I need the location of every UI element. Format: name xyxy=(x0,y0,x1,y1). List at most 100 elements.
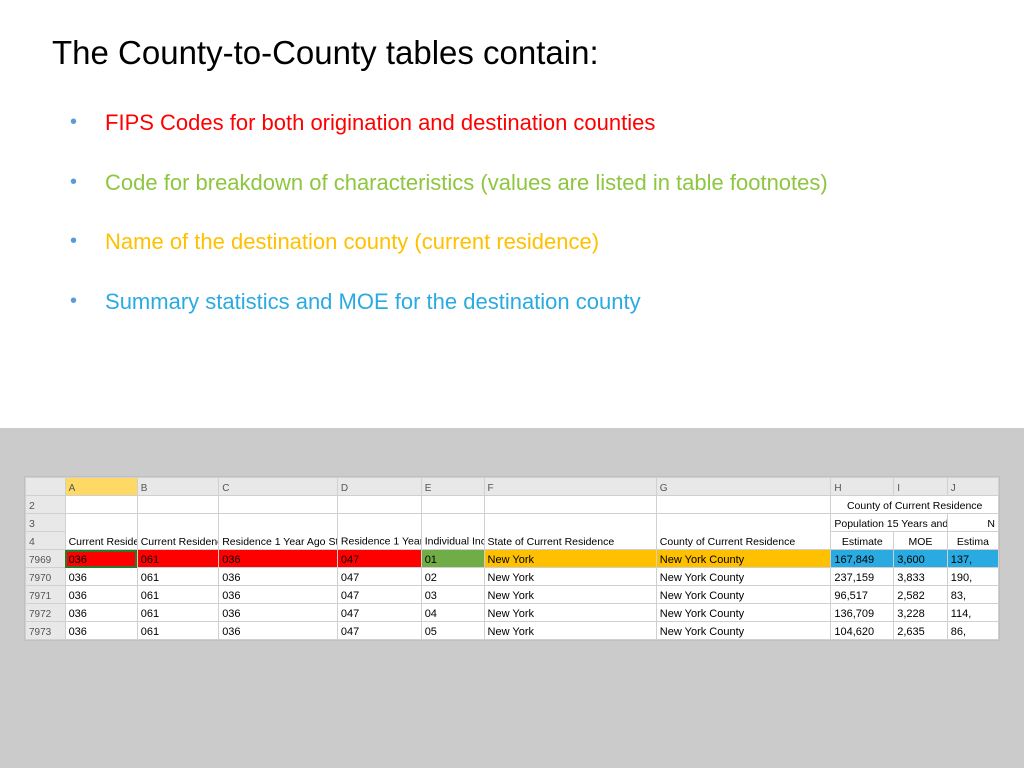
sub-header: N xyxy=(947,514,998,532)
row-number[interactable]: 7970 xyxy=(26,568,66,586)
cell[interactable]: 036 xyxy=(65,550,137,568)
cell[interactable]: New York County xyxy=(656,550,831,568)
header-empty xyxy=(219,496,338,514)
cell[interactable]: 061 xyxy=(137,568,218,586)
column-letter[interactable]: H xyxy=(831,478,894,496)
header-empty xyxy=(137,496,218,514)
bullet-dot-icon: • xyxy=(70,168,77,196)
bullet-text: Code for breakdown of characteristics (v… xyxy=(105,168,972,198)
cell[interactable]: 047 xyxy=(337,550,421,568)
column-letter[interactable]: G xyxy=(656,478,831,496)
header-empty xyxy=(65,496,137,514)
cell[interactable]: 061 xyxy=(137,550,218,568)
cell[interactable]: 047 xyxy=(337,568,421,586)
sub-header: Population 15 Years and Over xyxy=(831,514,947,532)
cell[interactable]: 237,159 xyxy=(831,568,894,586)
cell[interactable]: 036 xyxy=(65,568,137,586)
cell[interactable]: 061 xyxy=(137,604,218,622)
cell[interactable]: 02 xyxy=(421,568,484,586)
bullet-text: FIPS Codes for both origination and dest… xyxy=(105,108,972,138)
group-header: County of Current Residence xyxy=(831,496,999,514)
column-header: County of Current Residence xyxy=(656,514,831,550)
header-empty xyxy=(656,496,831,514)
column-header: Current Residence FIPS County Code xyxy=(137,514,218,550)
column-letter[interactable]: E xyxy=(421,478,484,496)
table-row: 797303606103604705New YorkNew York Count… xyxy=(26,622,999,640)
cell[interactable]: 3,833 xyxy=(894,568,948,586)
cell[interactable]: 3,228 xyxy=(894,604,948,622)
cell[interactable]: 036 xyxy=(65,604,137,622)
cell[interactable]: 167,849 xyxy=(831,550,894,568)
row-number[interactable]: 3 xyxy=(26,514,66,532)
row-number[interactable]: 2 xyxy=(26,496,66,514)
cell[interactable]: New York xyxy=(484,568,656,586)
column-letter[interactable]: B xyxy=(137,478,218,496)
bullet-text: Summary statistics and MOE for the desti… xyxy=(105,287,972,317)
column-header: Individual Income Code2 xyxy=(421,514,484,550)
column-header: Residence 1 Year Ago FIPS County Code1 xyxy=(337,514,421,550)
spreadsheet-frame: ABCDEFGHIJ2County of Current Residence3C… xyxy=(24,476,1000,641)
cell[interactable]: 036 xyxy=(219,622,338,640)
spreadsheet-area: ABCDEFGHIJ2County of Current Residence3C… xyxy=(0,428,1024,768)
column-letter[interactable]: I xyxy=(894,478,948,496)
column-letter[interactable]: F xyxy=(484,478,656,496)
table-row: 796903606103604701New YorkNew York Count… xyxy=(26,550,999,568)
cell[interactable]: 114, xyxy=(947,604,998,622)
cell[interactable]: 036 xyxy=(65,622,137,640)
cell[interactable]: 83, xyxy=(947,586,998,604)
cell[interactable]: 2,635 xyxy=(894,622,948,640)
cell[interactable]: 2,582 xyxy=(894,586,948,604)
cell[interactable]: New York County xyxy=(656,586,831,604)
column-letter[interactable]: A xyxy=(65,478,137,496)
cell[interactable]: 137, xyxy=(947,550,998,568)
cell[interactable]: 96,517 xyxy=(831,586,894,604)
row-number[interactable]: 7972 xyxy=(26,604,66,622)
cell[interactable]: 036 xyxy=(219,568,338,586)
column-letter[interactable]: D xyxy=(337,478,421,496)
cell[interactable]: New York County xyxy=(656,622,831,640)
cell[interactable]: 061 xyxy=(137,622,218,640)
cell[interactable]: 136,709 xyxy=(831,604,894,622)
row-number[interactable]: 4 xyxy=(26,532,66,550)
cell[interactable]: 047 xyxy=(337,586,421,604)
row-number[interactable]: 7971 xyxy=(26,586,66,604)
column-header: Residence 1 Year Ago State/U.S. Island A… xyxy=(219,514,338,550)
cell[interactable]: 061 xyxy=(137,586,218,604)
cell[interactable]: New York County xyxy=(656,568,831,586)
cell[interactable]: 104,620 xyxy=(831,622,894,640)
column-header: State of Current Residence xyxy=(484,514,656,550)
corner-cell[interactable] xyxy=(26,478,66,496)
cell[interactable]: 036 xyxy=(219,586,338,604)
cell[interactable]: 036 xyxy=(65,586,137,604)
cell[interactable]: New York xyxy=(484,622,656,640)
cell[interactable]: 86, xyxy=(947,622,998,640)
row-number[interactable]: 7973 xyxy=(26,622,66,640)
bullet-dot-icon: • xyxy=(70,108,77,136)
cell[interactable]: 036 xyxy=(219,604,338,622)
table-row: 797203606103604704New YorkNew York Count… xyxy=(26,604,999,622)
table-row: 797103606103604703New YorkNew York Count… xyxy=(26,586,999,604)
cell[interactable]: 04 xyxy=(421,604,484,622)
cell[interactable]: 01 xyxy=(421,550,484,568)
cell[interactable]: New York xyxy=(484,604,656,622)
bullet-item: • FIPS Codes for both origination and des… xyxy=(70,108,972,138)
cell[interactable]: 03 xyxy=(421,586,484,604)
cell[interactable]: 05 xyxy=(421,622,484,640)
cell[interactable]: New York xyxy=(484,586,656,604)
table-row: 797003606103604702New YorkNew York Count… xyxy=(26,568,999,586)
bullet-list: • FIPS Codes for both origination and des… xyxy=(0,72,1024,317)
column-letter[interactable]: C xyxy=(219,478,338,496)
cell[interactable]: 190, xyxy=(947,568,998,586)
cell[interactable]: 3,600 xyxy=(894,550,948,568)
cell[interactable]: 036 xyxy=(219,550,338,568)
cell[interactable]: 047 xyxy=(337,622,421,640)
column-letter[interactable]: J xyxy=(947,478,998,496)
cell[interactable]: New York County xyxy=(656,604,831,622)
column-header: Current Residence State Code xyxy=(65,514,137,550)
column-header: Estimate xyxy=(831,532,894,550)
bullet-item: • Code for breakdown of characteristics (… xyxy=(70,168,972,198)
cell[interactable]: New York xyxy=(484,550,656,568)
header-empty xyxy=(337,496,421,514)
cell[interactable]: 047 xyxy=(337,604,421,622)
row-number[interactable]: 7969 xyxy=(26,550,66,568)
